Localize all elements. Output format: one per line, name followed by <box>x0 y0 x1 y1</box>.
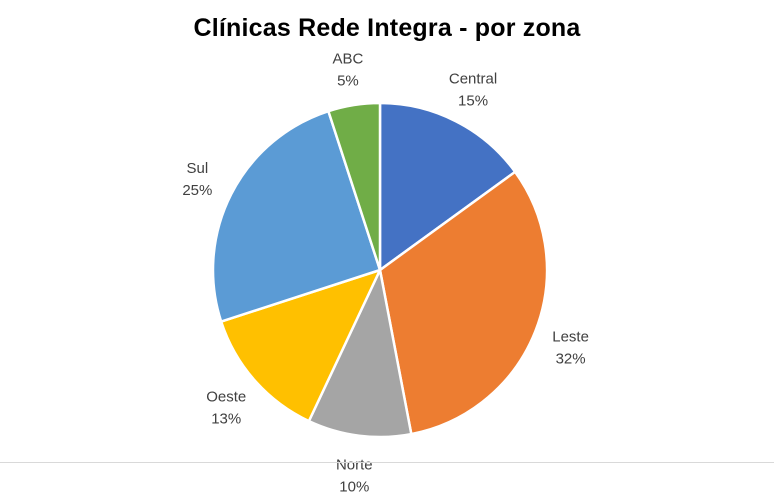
bottom-divider <box>0 462 774 463</box>
chart-title: Clínicas Rede Integra - por zona <box>193 14 581 42</box>
pie-slice-sul <box>211 109 382 323</box>
data-label-category: Central <box>449 70 497 87</box>
data-label-percent: 25% <box>182 182 212 199</box>
data-label-oeste: Oeste 13% <box>206 389 246 428</box>
pie-slice-leste <box>378 170 549 436</box>
data-label-abc: ABC 5% <box>333 51 364 90</box>
data-label-percent: 15% <box>458 92 488 109</box>
data-label-central: Central 15% <box>449 70 497 109</box>
data-label-category: Sul <box>186 160 208 177</box>
pie-slice-abc <box>327 101 382 272</box>
data-label-category: ABC <box>333 51 364 68</box>
data-label-category: Oeste <box>206 389 246 406</box>
data-label-norte: Norte 10% <box>336 456 373 493</box>
data-label-sul: Sul 25% <box>182 160 212 199</box>
data-label-leste: Leste 32% <box>552 328 589 367</box>
data-label-percent: 13% <box>211 411 241 428</box>
data-label-percent: 5% <box>337 73 359 90</box>
pie-slice-oeste <box>219 268 382 423</box>
data-label-category: Leste <box>552 328 589 345</box>
pie-slice-central <box>378 101 517 272</box>
pie-slice-norte <box>307 268 413 439</box>
data-label-percent: 32% <box>556 350 586 367</box>
data-label-category: Norte <box>336 456 373 473</box>
data-label-percent: 10% <box>339 478 369 493</box>
